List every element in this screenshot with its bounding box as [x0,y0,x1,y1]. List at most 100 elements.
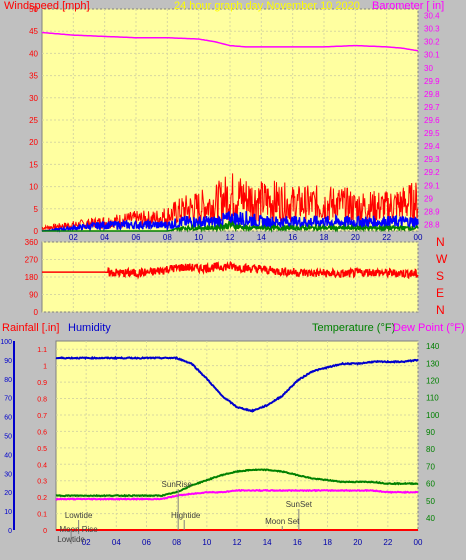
direction-axis-ticks: 0 90 180 270 360 [25,238,39,317]
x-tick-label: 14 [257,233,266,242]
x-tick-label: 02 [82,538,91,547]
barometer-tick-label: 30 [424,64,433,73]
temperature-tick-label: 140 [426,342,440,351]
temperature-tick-label: 40 [426,514,435,523]
rainfall-tick-label: 0.6 [37,429,47,436]
windspeed-label: Windspeed [mph] [4,0,90,12]
barometer-tick-label: 29.2 [424,168,440,177]
event-label: Hightide [171,511,201,520]
x-tick-label: 20 [353,538,362,547]
x-tick-label: 08 [172,538,181,547]
compass-label: W [436,252,448,266]
x-tick-label: 20 [351,233,360,242]
wind-direction-line [42,260,419,280]
rainfall-tick-label: 0.1 [37,512,47,519]
rainfall-tick-label: 0.8 [37,397,47,404]
direction-tick-label: 360 [25,238,39,247]
barometer-tick-label: 29.8 [424,90,440,99]
rainfall-tick-label: 0.7 [37,413,47,420]
x-tick-label: 18 [323,538,332,547]
humidity-line [55,355,419,413]
humidity-axis-ticks: 0 10 20 30 40 50 60 70 80 90 100 [0,339,15,535]
x-tick-label: 16 [288,233,297,242]
temperature-tick-label: 90 [426,428,435,437]
x-tick-label: 10 [202,538,211,547]
barometer-tick-label: 30.3 [424,25,440,34]
dewpoint-line [55,488,419,501]
compass-label: E [436,286,444,300]
event-label: Lowtide [57,535,85,544]
temperature-tick-label: 80 [426,445,435,454]
x-tick-label: 16 [293,538,302,547]
x-tick-label: 08 [163,233,172,242]
x-tick-label: 00 [414,538,423,547]
wind-x-ticks: 02 04 06 08 10 12 14 16 18 20 22 00 [69,233,423,242]
wind-axis-ticks: 0 5 10 15 20 25 30 35 40 45 50 [29,5,38,236]
direction-series [42,260,419,280]
wind-tick-label: 0 [34,227,39,236]
event-label: Moon Set [265,517,300,526]
barometer-tick-label: 29.6 [424,116,440,125]
direction-tick-label: 0 [34,308,39,317]
direction-tick-label: 180 [25,273,39,282]
x-tick-label: 18 [320,233,329,242]
direction-tick-label: 270 [25,256,39,265]
barometer-tick-label: 28.9 [424,207,440,216]
rainfall-tick-label: 1.1 [37,347,47,354]
wind-average-line [42,220,419,233]
temperature-tick-label: 100 [426,411,440,420]
x-tick-label: 06 [132,233,141,242]
graph-day-title: 24 hour graph day November 10 2020 [174,0,360,12]
temperature-line [55,468,419,498]
humidity-tick-label: 50 [4,434,12,441]
barometer-tick-label: 30.1 [424,51,440,60]
wind-tick-label: 10 [29,183,38,192]
x-tick-label: 10 [194,233,203,242]
temperature-axis-ticks: 40 50 60 70 80 90 100 110 120 130 140 [426,342,440,523]
event-label: Moon Rise [60,525,99,534]
humidity-tick-label: 20 [4,490,12,497]
x-tick-label: 00 [414,233,423,242]
wind-tick-label: 25 [29,116,38,125]
x-tick-label: 02 [69,233,78,242]
rainfall-tick-label: 1 [43,364,47,371]
humidity-tick-label: 10 [4,509,12,516]
rainfall-tick-label: 0.2 [37,495,47,502]
temperature-tick-label: 130 [426,359,440,368]
humidity-tick-label: 60 [4,415,12,422]
compass-label: N [436,303,445,317]
barometer-label: Barometer [ in] [372,0,444,12]
wind-tick-label: 50 [29,5,38,14]
temperature-label: Temperature (°F) [312,322,395,334]
x-tick-label: 22 [383,538,392,547]
barometer-axis-ticks: 28.8 28.9 29 29.1 29.2 29.3 29.4 29.5 29.6 29.7 29… [424,12,440,230]
humidity-x-ticks: 02 04 06 08 10 12 14 16 18 20 22 00 [82,538,423,547]
temperature-tick-label: 120 [426,377,440,386]
wind-tick-label: 30 [29,94,38,103]
barometer-tick-label: 30.4 [424,12,440,21]
humidity-tick-label: 40 [4,452,12,459]
event-label: SunSet [286,500,313,509]
wind-tick-label: 15 [29,160,38,169]
barometer-tick-label: 29.7 [424,103,440,112]
wind-tick-label: 40 [29,49,38,58]
x-tick-label: 14 [263,538,272,547]
rainfall-tick-label: 0.3 [37,479,47,486]
rainfall-tick-label: 0.9 [37,380,47,387]
humidity-tick-label: 0 [8,528,12,535]
barometer-tick-label: 28.8 [424,220,440,229]
humidity-tick-label: 90 [4,358,12,365]
event-label: Lowtide [65,511,93,520]
humidity-tick-label: 100 [0,339,12,346]
event-label: SunRise [162,480,193,489]
temperature-tick-label: 50 [426,497,435,506]
direction-tick-label: 90 [29,291,38,300]
compass-label: N [436,235,445,249]
barometer-tick-label: 29.3 [424,155,440,164]
dewpoint-label: Dew Point (°F) [393,322,465,334]
rainfall-label: Rainfall [.in] [2,322,59,334]
wind-tick-label: 45 [29,27,38,36]
